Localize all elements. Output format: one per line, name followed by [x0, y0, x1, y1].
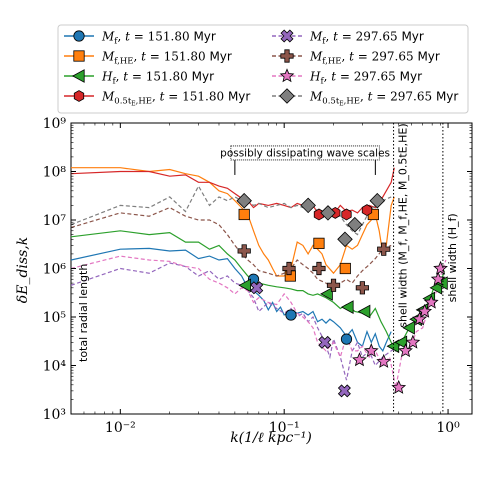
series-7-marker [363, 343, 379, 358]
y-tick-label: 10⁸ [43, 165, 67, 181]
legend-label: M0.5tE,HE, t = 151.80 Myr [101, 90, 250, 108]
series-7-marker [352, 352, 367, 367]
legend-entry: Mf, t = 297.65 Myr [272, 29, 424, 47]
series-1-marker [285, 309, 297, 321]
legend-marker [279, 68, 295, 83]
series-5-marker [250, 281, 264, 295]
legend-label: Mf, t = 297.65 Myr [309, 30, 424, 47]
series-3-marker [320, 286, 333, 301]
series-5-marker [337, 384, 351, 398]
series-7-marker [412, 311, 427, 326]
y-tick-label: 10⁷ [43, 213, 67, 229]
legend-label: Mf,HE, t = 297.65 Myr [309, 50, 440, 67]
legend-entry: M0.5tE,HE, t = 297.65 Myr [272, 88, 458, 108]
series-2-marker [339, 262, 351, 275]
y-tick-label: 10⁶ [43, 262, 67, 278]
wave-scales-box [230, 145, 380, 161]
series-3-marker [340, 300, 354, 314]
series-4-marker [361, 204, 373, 217]
series-3-marker [402, 320, 415, 335]
series-8-marker [347, 216, 363, 233]
axes-layer: 10³ 10⁴ 10⁵ 10⁶ 10⁷ 10⁸ 10⁹ 10⁻² 10⁻¹ 10⁰ [43, 116, 472, 436]
series-2-marker [313, 237, 325, 249]
y-tick-label: 10⁵ [43, 310, 67, 326]
series-line-4 [71, 167, 395, 216]
series-8-marker [320, 205, 336, 221]
series-4-marker [341, 208, 352, 221]
series-line-7 [71, 255, 447, 388]
marker-layer [236, 192, 448, 398]
series-6-marker [355, 281, 369, 295]
series-7-marker [423, 294, 439, 309]
x-tick-label: 10⁻¹ [269, 420, 300, 436]
legend-entry: Hf, t = 151.80 Myr [64, 69, 214, 87]
legend: Mf, t = 151.80 Myr Mf,HE, t = 151.80 Myr H… [57, 24, 469, 114]
legend-marker [279, 88, 295, 104]
x-tick-label: 10⁻² [105, 420, 136, 436]
series-8-marker [369, 192, 386, 209]
legend-label: Mf,HE, t = 151.80 Myr [101, 50, 232, 67]
series-6-marker [282, 261, 296, 276]
legend-entry: Mf, t = 151.80 Myr [64, 30, 216, 47]
series-3-marker [357, 304, 371, 319]
series-7-marker [376, 353, 392, 368]
y-axis-label: δE_diss,k [15, 237, 31, 303]
series-7-marker [391, 379, 407, 394]
series-line-8 [71, 184, 392, 236]
legend-entry: Mf,HE, t = 151.80 Myr [64, 50, 232, 67]
legend-entry: Hf, t = 297.65 Myr [272, 68, 422, 87]
legend-entry: M0.5tE,HE, t = 151.80 Myr [64, 90, 250, 108]
series-7-marker [433, 260, 448, 275]
series-line-5 [71, 262, 400, 381]
y-tick-label: 10⁹ [43, 116, 67, 132]
series-6-marker [377, 242, 391, 256]
plot-frame [70, 122, 473, 415]
annotation-layer: shell width (M_f, M_f,HE, M_0.5tE,HE) she… [77, 123, 459, 414]
legend-marker [280, 49, 294, 63]
series-8-marker [236, 192, 252, 209]
y-tick-label: 10⁴ [43, 359, 67, 375]
series-7-marker [405, 334, 421, 349]
legend-marker [73, 50, 85, 62]
series-1-marker [340, 333, 353, 345]
shell-width-label-2: shell width (H_f) [446, 213, 459, 302]
legend-marker [280, 29, 294, 43]
shell-width-label-1: shell width (M_f, M_f,HE, M_0.5tE,HE) [397, 123, 410, 327]
series-3-marker [238, 278, 252, 293]
y-tick-label: 10³ [43, 407, 66, 423]
total-radial-length-label: total radial length [77, 264, 90, 362]
series-8-marker [300, 197, 316, 214]
series-5-marker [318, 335, 332, 349]
series-6-marker [312, 261, 326, 276]
legend-label: Hf, t = 297.65 Myr [309, 70, 422, 87]
legend-marker [71, 69, 85, 83]
series-3-marker [394, 335, 408, 350]
x-tick-label: 10⁰ [436, 420, 460, 436]
legend-label: Mf, t = 151.80 Myr [101, 30, 216, 47]
series-2-marker [238, 208, 250, 221]
series-line-2 [71, 167, 395, 277]
x-axis-label: k(1/ℓ kpc⁻¹) [230, 430, 312, 446]
series-7-marker [398, 343, 413, 358]
legend-label: M0.5tE,HE, t = 297.65 Myr [309, 90, 458, 108]
legend-marker [73, 30, 85, 42]
series-7-marker [417, 303, 433, 318]
series-6-marker [237, 244, 251, 258]
wave-scales-label: possibly dissipating wave scales [220, 147, 390, 159]
legend-box [57, 24, 469, 114]
legend-label: Hf, t = 151.80 Myr [101, 70, 214, 87]
legend-entry: Mf,HE, t = 297.65 Myr [272, 49, 440, 67]
series-6-marker [326, 278, 341, 292]
series-8-marker [337, 231, 353, 248]
legend-marker [73, 90, 85, 102]
